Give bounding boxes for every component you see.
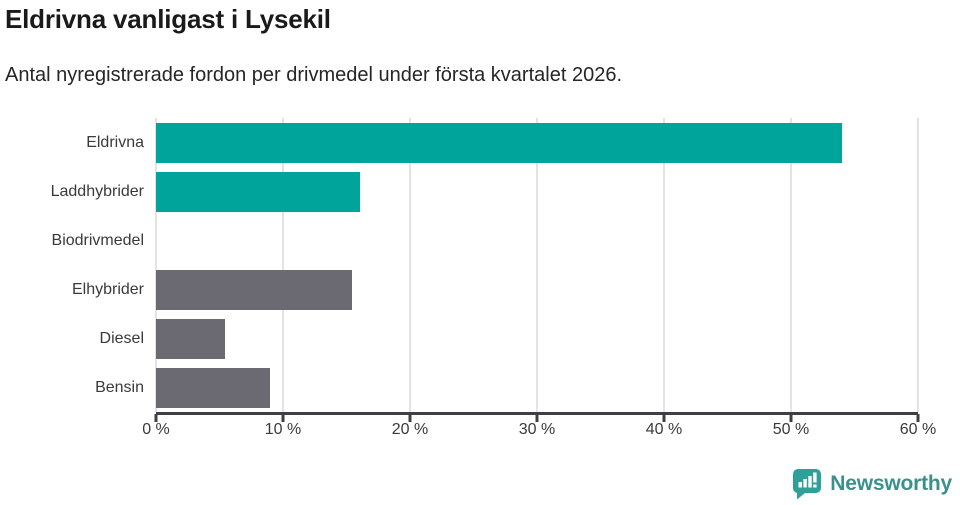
chart-subtitle: Antal nyregistrerade fordon per drivmede… xyxy=(5,64,623,86)
brand-name: Newsworthy xyxy=(830,472,952,495)
gridline xyxy=(917,118,919,412)
x-axis-tick-label: 10 % xyxy=(264,421,302,438)
x-axis-tick xyxy=(535,414,539,422)
bar-bensin xyxy=(156,367,271,408)
x-axis-tick-label: 30 % xyxy=(518,421,556,438)
x-axis-tick xyxy=(662,414,666,422)
bar-eldrivna xyxy=(156,122,842,163)
x-axis-tick xyxy=(916,414,920,422)
x-axis-line xyxy=(154,412,920,422)
x-axis-tick-label: 40 % xyxy=(645,421,683,438)
x-axis-tick-label: 50 % xyxy=(772,421,810,438)
bar-chart: Eldrivna Laddhybrider Biodrivmedel Elhybrid… xyxy=(0,118,960,448)
category-label: Bensin xyxy=(95,379,144,396)
gridline xyxy=(536,118,538,412)
chart-title: Eldrivna vanligast i Lysekil xyxy=(5,4,331,34)
bar-elhybrider xyxy=(156,269,352,310)
x-axis-tick xyxy=(408,414,412,422)
newsworthy-logo-icon xyxy=(793,469,822,500)
gridline xyxy=(282,118,284,412)
category-label: Eldrivna xyxy=(86,134,144,151)
gridline xyxy=(409,118,411,412)
x-axis-tick xyxy=(789,414,793,422)
gridline xyxy=(790,118,792,412)
x-axis-tick-labels: 0 % 10 % 20 % 30 % 40 % 50 % 60 % xyxy=(142,421,936,445)
gridline xyxy=(663,118,665,412)
category-label: Elhybrider xyxy=(71,281,144,298)
category-label: Biodrivmedel xyxy=(51,232,144,249)
x-axis-tick-label: 60 % xyxy=(899,421,937,438)
x-axis-tick xyxy=(281,414,285,422)
x-axis-tick-label: 0 % xyxy=(142,421,170,438)
category-label: Diesel xyxy=(99,330,144,347)
bar-laddhybrider xyxy=(156,171,361,212)
x-axis-tick-label: 20 % xyxy=(391,421,429,438)
y-axis-labels: Eldrivna Laddhybrider Biodrivmedel Elhybrid… xyxy=(0,118,144,412)
x-axis-tick xyxy=(154,414,158,422)
category-label: Laddhybrider xyxy=(50,183,144,200)
gridline xyxy=(155,118,157,412)
bar-diesel xyxy=(156,318,225,359)
brand-footer: Newsworthy xyxy=(792,468,952,500)
plot-area xyxy=(155,118,919,412)
